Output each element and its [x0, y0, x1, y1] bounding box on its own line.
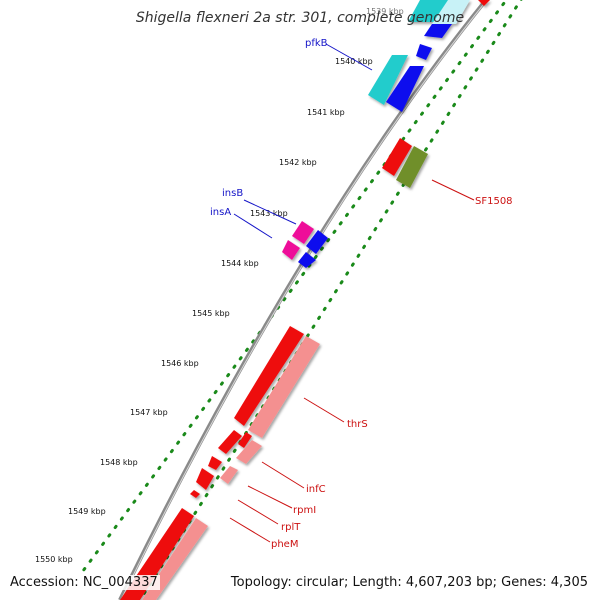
inner-tick-ring	[138, 0, 523, 600]
topology-summary: Topology: circular; Length: 4,607,203 bp…	[228, 575, 590, 590]
gene-feature-red-infC	[218, 430, 242, 454]
tick-label: 1545 kbp	[192, 309, 230, 318]
gene-label-pheM[interactable]: pheM	[271, 539, 298, 550]
tick-label: 1542 kbp	[279, 158, 317, 167]
gene-feature-blue-ins-1	[306, 230, 328, 254]
gene-feature-olive-SF1508	[396, 146, 428, 188]
tick-label: 1546 kbp	[161, 359, 199, 368]
tick-labels: 1539 kbp 1540 kbp 1541 kbp 1542 kbp 1543 kbp…	[35, 7, 404, 564]
gene-feature-red-thrS	[234, 326, 304, 426]
gene-feature-red-small	[238, 432, 252, 448]
gene-feature-red-rplT	[196, 468, 214, 490]
gene-feature-red-pheM	[190, 490, 200, 498]
gene-label-SF1508[interactable]: SF1508	[475, 196, 513, 207]
tick-label: 1541 kbp	[307, 108, 345, 117]
gene-feature-magenta-insA	[282, 240, 300, 260]
gene-feature-pink-infC	[236, 440, 262, 464]
gene-feature-blue-top	[424, 24, 452, 38]
gene-label-rplT[interactable]: rplT	[281, 522, 301, 533]
tick-label: 1548 kbp	[100, 458, 138, 467]
outer-tick-ring	[78, 0, 509, 577]
gene-feature-blue-2	[416, 44, 432, 60]
gene-feature-top-red	[478, 0, 490, 6]
genome-backbone	[118, 0, 488, 600]
gene-feature-red-sf	[382, 138, 412, 176]
tick-label: 1544 kbp	[221, 259, 259, 268]
gene-feature-magenta-insB	[292, 221, 314, 244]
gene-feature-pink-thrS	[248, 336, 320, 438]
tick-label: 1549 kbp	[68, 507, 106, 516]
tick-label: 1550 kbp	[35, 555, 73, 564]
tick-label: 1543 kbp	[250, 209, 288, 218]
label-leaders	[229, 43, 475, 543]
accession-text: Accession: NC_004337	[8, 575, 160, 590]
gene-feature-pink-rplT	[220, 466, 238, 484]
tick-label: 1547 kbp	[130, 408, 168, 417]
gene-feature-blue-ins-2	[298, 252, 316, 268]
gene-label-insA[interactable]: insA	[210, 207, 231, 218]
gene-features	[120, 0, 490, 600]
gene-feature-cyan-1	[368, 55, 408, 105]
map-title: Shigella flexneri 2a str. 301, complete …	[135, 10, 465, 26]
gene-label-rpmI[interactable]: rpmI	[293, 505, 316, 516]
gene-feature-blue-pfkB	[386, 66, 424, 112]
gene-feature-red-rpmI	[208, 456, 222, 470]
gene-label-pfkB[interactable]: pfkB	[305, 38, 328, 49]
gene-label-infC[interactable]: infC	[306, 484, 326, 495]
gene-label-insB[interactable]: insB	[222, 188, 243, 199]
gene-label-thrS[interactable]: thrS	[347, 419, 368, 430]
gene-feature-top-lightcyan	[432, 0, 470, 24]
tick-label: 1539 kbp	[366, 7, 404, 16]
tick-label: 1540 kbp	[335, 57, 373, 66]
